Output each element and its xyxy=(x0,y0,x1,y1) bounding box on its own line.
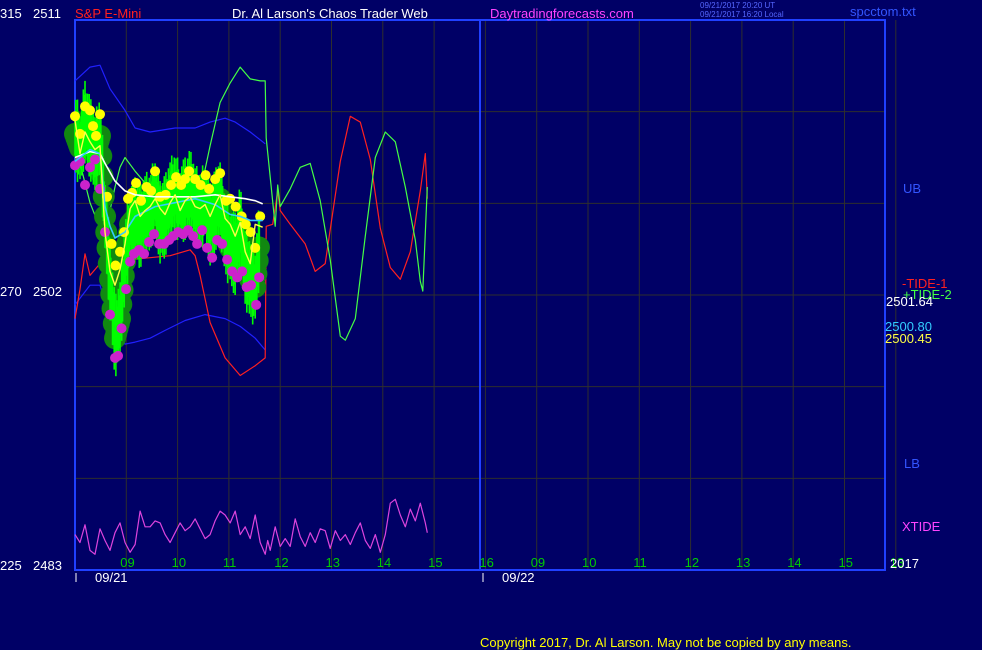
website-link[interactable]: Daytradingforecasts.com xyxy=(490,6,634,21)
swing-low-dot xyxy=(144,236,155,247)
swing-low-dot xyxy=(237,266,248,277)
swing-low-dot xyxy=(254,272,265,283)
x-hour-label: 15 xyxy=(428,555,442,570)
swing-high-dot xyxy=(230,201,241,212)
year-label: 2017 xyxy=(890,556,919,571)
swing-high-dot xyxy=(255,211,266,222)
x-hour-label: 11 xyxy=(633,555,647,570)
swing-low-dot xyxy=(197,225,208,236)
timestamp-local: 09/21/2017 16:20 Local xyxy=(700,10,784,19)
x-hour-label: 14 xyxy=(377,555,391,570)
swing-low-dot xyxy=(188,231,199,242)
x-hour-label: 16 xyxy=(479,555,493,570)
swing-high-dot xyxy=(215,168,226,179)
swing-high-dot xyxy=(88,121,99,132)
x-hour-label: 11 xyxy=(223,555,237,570)
swing-high-dot xyxy=(146,185,157,196)
chart-frame xyxy=(74,19,886,571)
x-hour-label: 10 xyxy=(582,555,596,570)
swing-low-dot xyxy=(113,350,124,361)
swing-high-dot xyxy=(95,109,106,120)
swing-high-dot xyxy=(184,166,195,177)
x-hour-label: 09 xyxy=(531,555,545,570)
last-value-yellow: 2500.45 xyxy=(885,331,932,346)
scale-bottom-a-label: 225 xyxy=(0,558,22,573)
swing-high-dot xyxy=(136,195,147,206)
swing-high-dot xyxy=(180,174,191,185)
x-hour-label: 14 xyxy=(787,555,801,570)
swing-low-dot xyxy=(121,284,132,295)
x-hour-label: 12 xyxy=(274,555,288,570)
swing-low-dot xyxy=(80,180,91,190)
xtide-line xyxy=(74,498,428,555)
swing-high-dot xyxy=(110,260,121,271)
scale-top-b-label: 2511 xyxy=(33,6,61,21)
x-date-label: 09/22 xyxy=(502,570,535,585)
swing-low-dot xyxy=(85,162,96,173)
x-date-label: 09/21 xyxy=(95,570,128,585)
chart-title: Dr. Al Larson's Chaos Trader Web xyxy=(232,6,428,21)
tide2-line xyxy=(74,66,428,341)
swing-low-dot xyxy=(251,299,262,310)
swing-high-dot xyxy=(240,219,251,230)
swing-high-dot xyxy=(200,170,211,181)
swing-low-dot xyxy=(207,252,218,263)
swing-high-dot xyxy=(70,111,80,122)
legend-tide2: +TIDE-2 xyxy=(903,287,952,302)
swing-low-dot xyxy=(139,248,150,259)
copyright-notice: Copyright 2017, Dr. Al Larson. May not b… xyxy=(480,635,851,650)
swing-low-dot xyxy=(202,242,213,253)
swing-low-dot xyxy=(217,238,228,249)
x-hour-label: 13 xyxy=(326,555,340,570)
swing-low-dot xyxy=(192,238,203,249)
swing-high-dot xyxy=(195,180,206,190)
swing-low-dot xyxy=(90,154,101,165)
last-value-white: 2501.64 xyxy=(886,294,933,309)
x-hour-label: 13 xyxy=(890,555,904,570)
last-value-cyan: 2500.80 xyxy=(885,319,932,334)
swing-high-dot xyxy=(204,183,215,194)
scale-bottom-b-label: 2483 xyxy=(33,558,62,573)
instrument-title: S&P E-Mini xyxy=(75,6,141,21)
legend-ub: UB xyxy=(903,181,921,196)
swing-high-dot xyxy=(106,238,117,249)
x-hour-label: 13 xyxy=(736,555,750,570)
ma-white-line xyxy=(74,150,264,205)
swing-high-dot xyxy=(131,178,142,189)
moving-averages xyxy=(74,120,264,286)
swing-low-dot xyxy=(222,254,233,265)
swing-low-dot xyxy=(125,256,136,267)
scale-top-a-label: 315 xyxy=(0,6,22,21)
swing-low-dot xyxy=(116,323,127,334)
swing-low-dot xyxy=(149,229,160,240)
x-hour-label: 09 xyxy=(120,555,134,570)
swing-low-dot xyxy=(246,280,257,291)
upper-band-line xyxy=(74,64,266,145)
grid xyxy=(74,20,897,570)
legend-tide1: -TIDE-1 xyxy=(902,276,948,291)
swing-high-dot xyxy=(91,130,102,141)
scale-mid-a-label: 270 xyxy=(0,284,22,299)
swing-low-dot xyxy=(105,309,116,320)
scale-mid-b-label: 2502 xyxy=(33,284,62,299)
x-axis-labels: 09 10 11 12 13 14 15 16 09 10 11 12 13 14 15 13 09/21 09/… xyxy=(75,555,904,585)
x-hour-label: 10 xyxy=(172,555,186,570)
swing-high-dot xyxy=(171,172,182,183)
legend-xtide: XTIDE xyxy=(902,519,941,534)
timestamp-ut: 09/21/2017 20:20 UT xyxy=(700,1,775,10)
ma-yellow-line xyxy=(74,120,263,286)
x-hour-label: 12 xyxy=(685,555,699,570)
swing-high-dot xyxy=(85,105,96,116)
swing-high-dot xyxy=(166,180,177,190)
swing-high-dot xyxy=(245,227,256,238)
swing-high-dot xyxy=(160,189,171,200)
swing-high-dot xyxy=(150,166,161,177)
filename-label: spcctom.txt xyxy=(850,4,916,19)
x-hour-label: 15 xyxy=(839,555,853,570)
legend-lb: LB xyxy=(904,456,920,471)
